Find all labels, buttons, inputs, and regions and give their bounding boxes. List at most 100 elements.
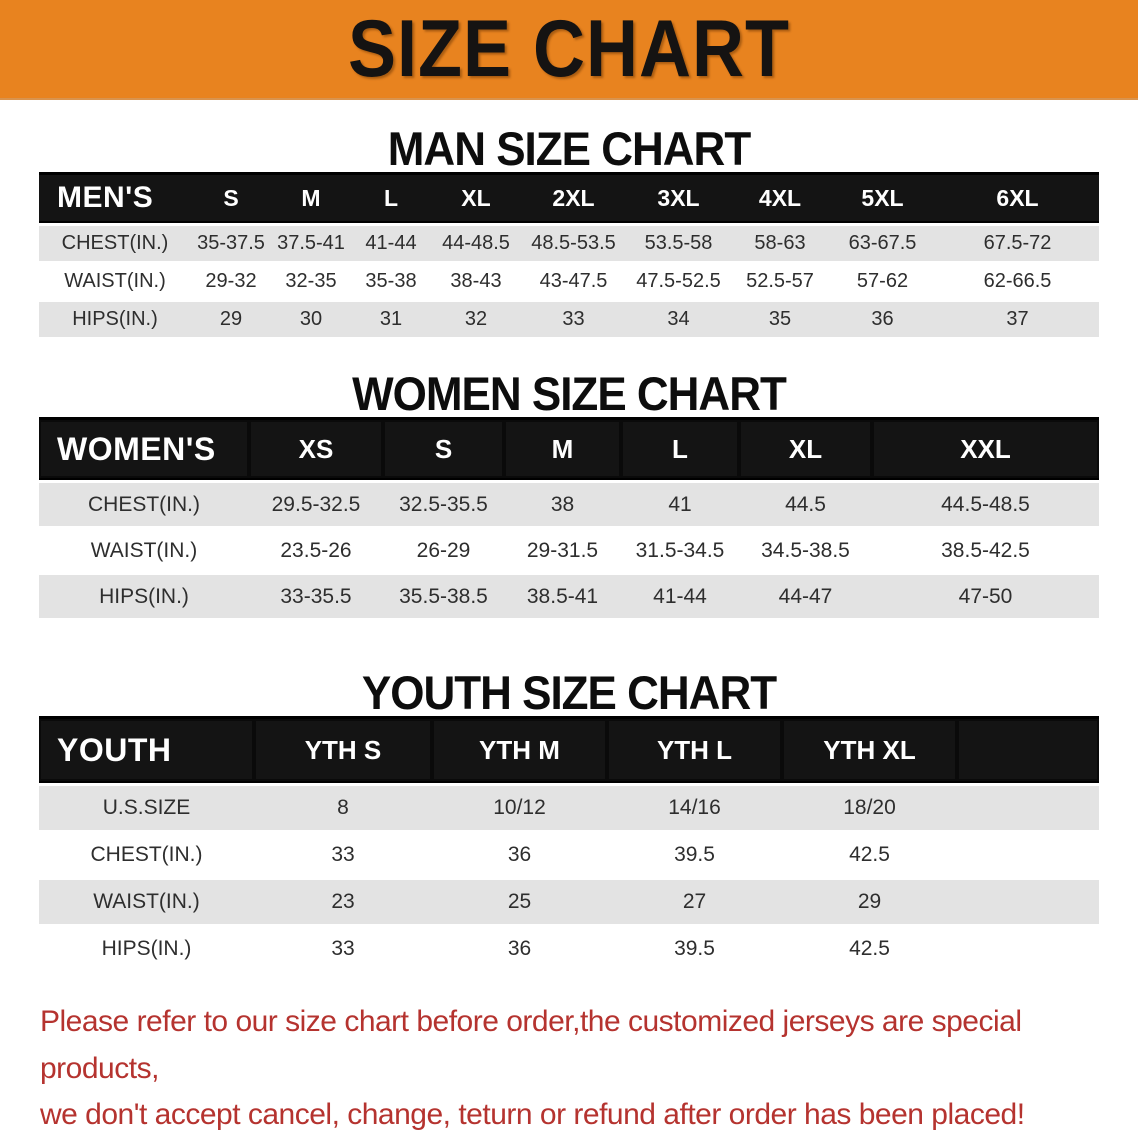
size-cell: 44-47	[739, 572, 872, 618]
man-section-heading: MAN SIZE CHART	[387, 123, 751, 176]
filler-cell	[957, 830, 1099, 877]
size-cell: 41-44	[621, 572, 739, 618]
row-label: WAIST(IN.)	[39, 261, 191, 299]
row-label: HIPS(IN.)	[39, 924, 254, 971]
size-cell: 36	[432, 830, 607, 877]
row-label: CHEST(IN.)	[39, 830, 254, 877]
column-header: L	[351, 172, 431, 223]
size-cell: 38.5-41	[504, 572, 621, 618]
size-cell: 18/20	[782, 783, 957, 830]
footer-line-1: Please refer to our size chart before or…	[40, 1005, 1022, 1085]
size-cell: 29-31.5	[504, 526, 621, 572]
banner-title: SIZE CHART	[348, 4, 790, 94]
size-cell: 52.5-57	[731, 261, 829, 299]
size-cell: 33-35.5	[249, 572, 383, 618]
size-cell: 14/16	[607, 783, 782, 830]
table-row: HIPS(IN.) 33-35.5 35.5-38.5 38.5-41 41-4…	[39, 572, 1099, 618]
youth-header-row: YOUTH YTH S YTH M YTH L YTH XL	[39, 716, 1099, 783]
size-cell: 23.5-26	[249, 526, 383, 572]
filler-cell	[957, 716, 1099, 783]
size-cell: 41	[621, 480, 739, 526]
row-label: CHEST(IN.)	[39, 480, 249, 526]
column-header: 5XL	[829, 172, 936, 223]
women-size-table: WOMEN'S XS S M L XL XXL CHEST(IN.) 29.5-…	[39, 417, 1099, 618]
filler-cell	[957, 783, 1099, 830]
size-cell: 58-63	[731, 223, 829, 261]
size-cell: 29-32	[191, 261, 271, 299]
size-cell: 37	[936, 299, 1099, 337]
size-cell: 34	[626, 299, 731, 337]
row-label: CHEST(IN.)	[39, 223, 191, 261]
size-cell: 32-35	[271, 261, 351, 299]
table-row: WAIST(IN.) 23 25 27 29	[39, 877, 1099, 924]
women-section-heading: WOMEN SIZE CHART	[352, 368, 787, 421]
table-row: HIPS(IN.) 29 30 31 32 33 34 35 36 37	[39, 299, 1099, 337]
size-cell: 10/12	[432, 783, 607, 830]
youth-table-title: YOUTH	[39, 716, 254, 783]
size-cell: 30	[271, 299, 351, 337]
size-cell: 38.5-42.5	[872, 526, 1099, 572]
table-row: CHEST(IN.) 33 36 39.5 42.5	[39, 830, 1099, 877]
column-header: YTH S	[254, 716, 432, 783]
size-cell: 25	[432, 877, 607, 924]
filler-cell	[957, 924, 1099, 971]
row-label: WAIST(IN.)	[39, 877, 254, 924]
size-cell: 29	[191, 299, 271, 337]
column-header: S	[383, 417, 504, 480]
column-header: 3XL	[626, 172, 731, 223]
column-header: XL	[431, 172, 521, 223]
size-cell: 57-62	[829, 261, 936, 299]
size-cell: 33	[254, 924, 432, 971]
size-cell: 67.5-72	[936, 223, 1099, 261]
table-row: WAIST(IN.) 29-32 32-35 35-38 38-43 43-47…	[39, 261, 1099, 299]
size-cell: 34.5-38.5	[739, 526, 872, 572]
women-table-title: WOMEN'S	[39, 417, 249, 480]
column-header: 6XL	[936, 172, 1099, 223]
size-cell: 32.5-35.5	[383, 480, 504, 526]
size-cell: 32	[431, 299, 521, 337]
size-cell: 31	[351, 299, 431, 337]
women-header-row: WOMEN'S XS S M L XL XXL	[39, 417, 1099, 480]
size-cell: 36	[432, 924, 607, 971]
size-cell: 35-37.5	[191, 223, 271, 261]
row-label: HIPS(IN.)	[39, 572, 249, 618]
men-table-title: MEN'S	[39, 172, 191, 223]
row-label: U.S.SIZE	[39, 783, 254, 830]
size-cell: 44.5-48.5	[872, 480, 1099, 526]
size-chart-banner: SIZE CHART	[0, 0, 1138, 100]
column-header: XS	[249, 417, 383, 480]
size-cell: 33	[521, 299, 626, 337]
size-cell: 38	[504, 480, 621, 526]
size-cell: 44.5	[739, 480, 872, 526]
size-cell: 8	[254, 783, 432, 830]
size-cell: 43-47.5	[521, 261, 626, 299]
size-cell: 27	[607, 877, 782, 924]
size-cell: 29	[782, 877, 957, 924]
size-cell: 42.5	[782, 924, 957, 971]
column-header: XL	[739, 417, 872, 480]
youth-section-heading: YOUTH SIZE CHART	[361, 667, 777, 720]
size-cell: 44-48.5	[431, 223, 521, 261]
size-cell: 35.5-38.5	[383, 572, 504, 618]
size-cell: 63-67.5	[829, 223, 936, 261]
column-header: YTH XL	[782, 716, 957, 783]
size-cell: 39.5	[607, 924, 782, 971]
table-row: WAIST(IN.) 23.5-26 26-29 29-31.5 31.5-34…	[39, 526, 1099, 572]
size-cell: 26-29	[383, 526, 504, 572]
size-cell: 47.5-52.5	[626, 261, 731, 299]
column-header: 4XL	[731, 172, 829, 223]
size-cell: 23	[254, 877, 432, 924]
size-cell: 48.5-53.5	[521, 223, 626, 261]
size-cell: 35	[731, 299, 829, 337]
row-label: WAIST(IN.)	[39, 526, 249, 572]
size-cell: 41-44	[351, 223, 431, 261]
men-size-table: MEN'S S M L XL 2XL 3XL 4XL 5XL 6XL CHEST…	[39, 172, 1099, 337]
column-header: L	[621, 417, 739, 480]
size-cell: 31.5-34.5	[621, 526, 739, 572]
size-cell: 36	[829, 299, 936, 337]
filler-cell	[957, 877, 1099, 924]
size-cell: 53.5-58	[626, 223, 731, 261]
footer-line-2: we don't accept cancel, change, teturn o…	[40, 1098, 1025, 1131]
youth-size-table: YOUTH YTH S YTH M YTH L YTH XL U.S.SIZE …	[39, 716, 1099, 971]
size-cell: 38-43	[431, 261, 521, 299]
